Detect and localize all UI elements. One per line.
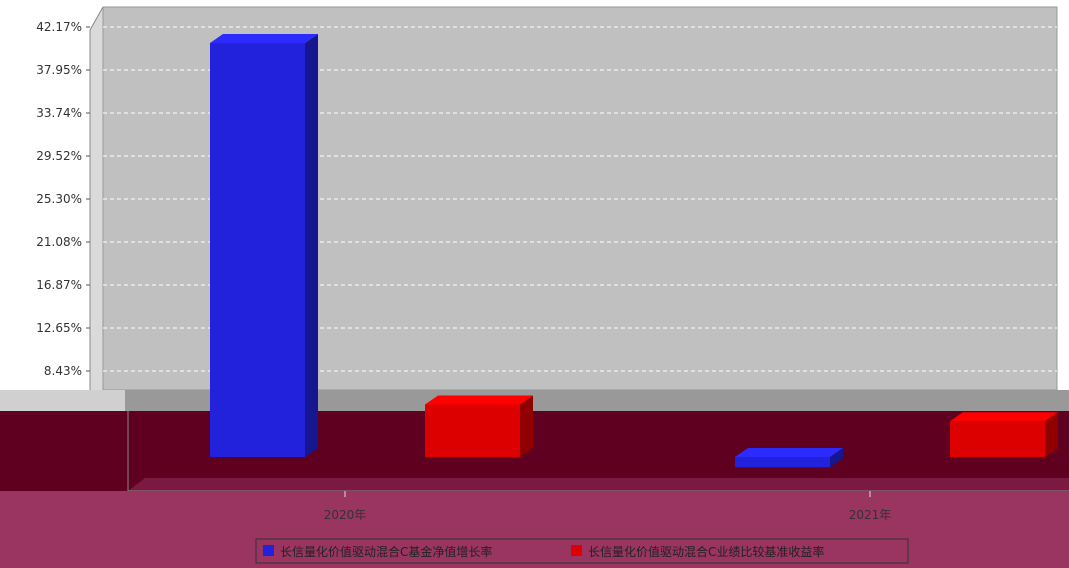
y-tick-label: 29.52% — [36, 149, 82, 163]
bar-fund-1 — [735, 448, 843, 468]
x-tick-label: 2021年 — [849, 508, 892, 522]
bars — [210, 34, 1058, 468]
legend-label: 长信量化价值驱动混合C业绩比较基准收益率 — [588, 544, 824, 559]
bottom-band — [0, 491, 1069, 568]
legend-swatch — [571, 545, 582, 556]
y-tick-label: 25.30% — [36, 192, 82, 206]
x-axis-labels: 2020年 2021年 — [324, 491, 892, 522]
y-tick-label: 16.87% — [36, 278, 82, 292]
lower-floor — [128, 478, 1069, 491]
bar-fund-0 — [210, 34, 318, 458]
y-axis-depth-line — [89, 6, 104, 31]
y-tick-label: 42.17% — [36, 20, 82, 34]
y-tick-label: 37.95% — [36, 63, 82, 77]
grid-lines — [103, 26, 1057, 372]
lower-plot-band — [0, 411, 1069, 491]
legend-label: 长信量化价值驱动混合C基金净值增长率 — [280, 544, 492, 559]
glitch-strip-light — [0, 390, 125, 411]
y-tick-label: 12.65% — [36, 321, 82, 335]
glitch-strip — [0, 390, 1069, 411]
legend-box — [255, 538, 909, 564]
plot-side-wall — [90, 7, 103, 390]
bar-benchmark-0 — [425, 395, 533, 457]
y-tick-label: 8.43% — [44, 364, 82, 378]
bar-benchmark-1 — [950, 412, 1058, 457]
legend: 长信量化价值驱动混合C基金净值增长率 长信量化价值驱动混合C业绩比较基准收益率 — [255, 538, 909, 564]
legend-swatch — [263, 545, 274, 556]
x-tick-label: 2020年 — [324, 508, 367, 522]
y-tick-label: 21.08% — [36, 235, 82, 249]
y-tick-label: 33.74% — [36, 106, 82, 120]
